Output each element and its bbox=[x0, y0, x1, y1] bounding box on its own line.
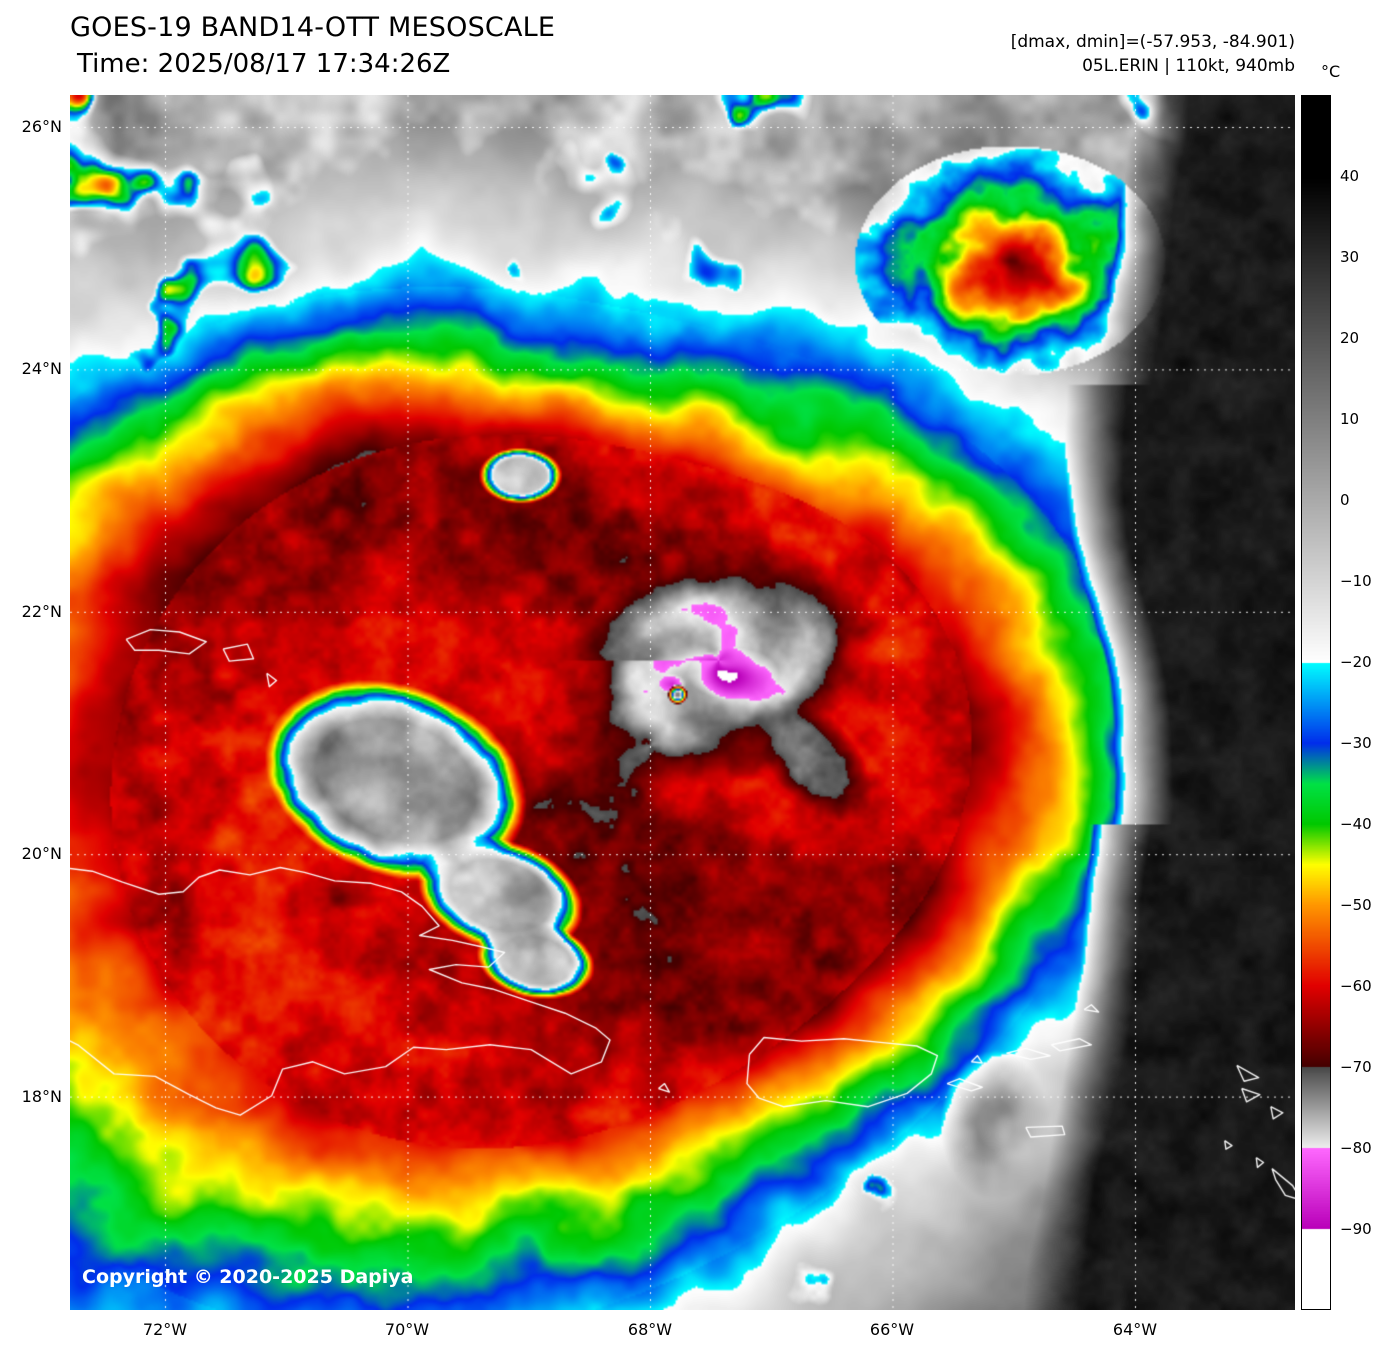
copyright-watermark: Copyright © 2020-2025 Dapiya bbox=[82, 1266, 414, 1288]
lon-label-72w: 72°W bbox=[142, 1320, 188, 1339]
lon-label-64w: 64°W bbox=[1112, 1320, 1158, 1339]
satellite-image-canvas bbox=[70, 95, 1295, 1310]
colorbar-tick-neg60: −60 bbox=[1340, 977, 1372, 995]
colorbar-tick-neg80: −80 bbox=[1340, 1139, 1372, 1157]
colorbar-tick-neg90: −90 bbox=[1340, 1220, 1372, 1238]
colorbar-tick-20: 20 bbox=[1340, 329, 1360, 347]
colorbar-tick-neg20: −20 bbox=[1340, 653, 1372, 671]
colorbar-tick-neg50: −50 bbox=[1340, 896, 1372, 914]
colorbar-tick-30: 30 bbox=[1340, 248, 1360, 266]
lat-label-22n: 22°N bbox=[21, 602, 62, 621]
colorbar-tick-neg10: −10 bbox=[1340, 572, 1372, 590]
dmax-dmin-readout: [dmax, dmin]=(-57.953, -84.901) bbox=[1010, 32, 1295, 52]
colorbar-tick-0: 0 bbox=[1340, 491, 1350, 509]
product-timestamp: Time: 2025/08/17 17:34:26Z bbox=[77, 49, 451, 79]
colorbar-tick-neg30: −30 bbox=[1340, 734, 1372, 752]
header-right-info: [dmax, dmin]=(-57.953, -84.901) 05L.ERIN… bbox=[1011, 30, 1295, 78]
lon-label-66w: 66°W bbox=[869, 1320, 915, 1339]
colorbar-gradient bbox=[1302, 96, 1330, 1309]
colorbar-tick-40: 40 bbox=[1340, 167, 1360, 185]
lon-label-68w: 68°W bbox=[627, 1320, 673, 1339]
product-title: GOES-19 BAND14-OTT MESOSCALE bbox=[70, 12, 556, 43]
temperature-colorbar bbox=[1301, 95, 1331, 1310]
satellite-map-area: Copyright © 2020-2025 Dapiya bbox=[70, 95, 1295, 1310]
colorbar-tick-neg40: −40 bbox=[1340, 815, 1372, 833]
lat-label-18n: 18°N bbox=[21, 1087, 62, 1106]
lon-label-70w: 70°W bbox=[384, 1320, 430, 1339]
lat-label-24n: 24°N bbox=[21, 359, 62, 378]
lat-label-20n: 20°N bbox=[21, 844, 62, 863]
lat-label-26n: 26°N bbox=[21, 117, 62, 136]
colorbar-tick-neg70: −70 bbox=[1340, 1058, 1372, 1076]
colorbar-tick-10: 10 bbox=[1340, 410, 1360, 428]
colorbar-unit-label: °C bbox=[1321, 62, 1341, 81]
storm-info: 05L.ERIN | 110kt, 940mb bbox=[1082, 56, 1295, 76]
